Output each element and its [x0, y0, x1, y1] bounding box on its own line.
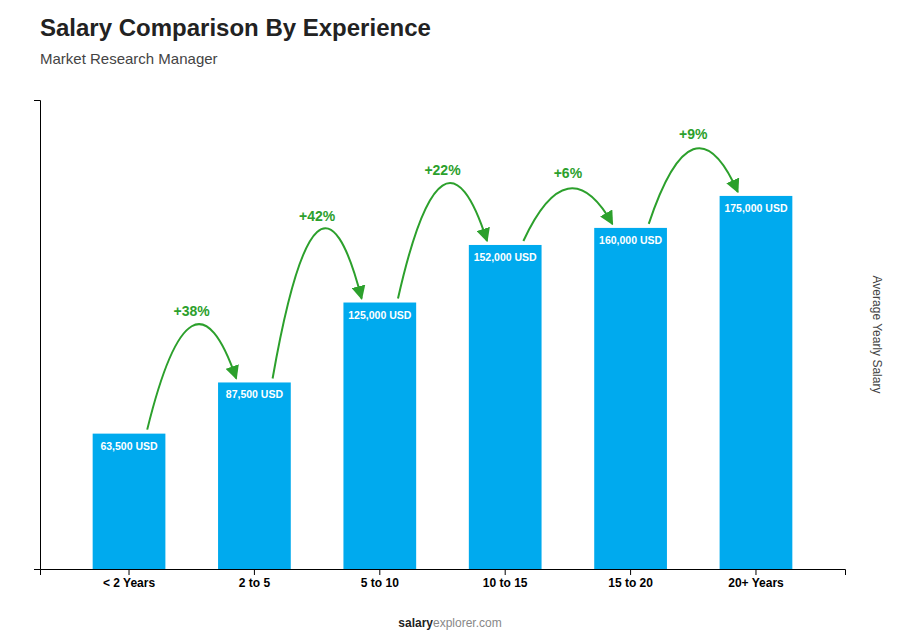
change-label: +9%: [679, 126, 708, 142]
x-tick: < 2 Years: [103, 569, 155, 590]
bars: [93, 196, 793, 569]
change-annotations: +38% +42% +22% +6% +9%: [147, 126, 738, 430]
x-tick-mark: [379, 569, 380, 575]
bar: [594, 228, 667, 569]
data-label: 63,500 USD: [100, 440, 158, 452]
data-label: 160,000 USD: [599, 234, 662, 246]
x-tick: 2 to 5: [239, 569, 271, 590]
x-tick-mark: [505, 569, 506, 575]
change-arrow: [273, 228, 362, 378]
y-axis-title: Average Yearly Salary: [870, 276, 884, 394]
x-axis-line: [41, 570, 846, 576]
x-tick: 15 to 20: [608, 569, 653, 590]
footer-part: salary: [398, 616, 433, 630]
change-label: +22%: [424, 162, 461, 178]
x-tick-label: < 2 Years: [103, 576, 155, 590]
bar: [720, 196, 793, 569]
x-axis: < 2 Years 2 to 5 5 to 10 10 to 15 15 to 20 20…: [41, 569, 846, 590]
change-arrow: [523, 188, 612, 241]
footer: salaryexplorer.com: [398, 616, 501, 630]
x-tick-mark: [129, 569, 130, 575]
change-label: +6%: [554, 165, 583, 181]
subtitle: Market Research Manager: [40, 50, 218, 67]
title: Salary Comparison By Experience: [40, 14, 431, 41]
x-tick: 5 to 10: [361, 569, 399, 590]
y-axis-line: [34, 101, 41, 570]
data-label: 125,000 USD: [348, 309, 411, 321]
x-tick-mark: [630, 569, 631, 575]
x-tick-label: 15 to 20: [608, 576, 653, 590]
x-tick: 20+ Years: [728, 569, 784, 590]
plot: < 2 Years 2 to 5 5 to 10 10 to 15 15 to 20 20…: [34, 101, 846, 590]
y-axis: [34, 101, 41, 570]
bar: [218, 382, 291, 569]
data-label: 175,000 USD: [724, 202, 787, 214]
x-tick-label: 10 to 15: [483, 576, 528, 590]
chart: Salary Comparison By Experience Market Re…: [0, 0, 900, 641]
change-label: +42%: [299, 208, 336, 224]
change-arrow: [398, 183, 487, 298]
bar: [469, 245, 542, 569]
x-tick: 10 to 15: [483, 569, 528, 590]
change-arrow: [147, 324, 236, 429]
x-tick-mark: [755, 569, 756, 575]
x-tick-mark: [254, 569, 255, 575]
bar: [343, 303, 416, 569]
change-label: +38%: [174, 303, 211, 319]
x-tick-label: 2 to 5: [239, 576, 271, 590]
bar: [93, 434, 166, 569]
footer-part: explorer.com: [433, 616, 502, 630]
data-label: 87,500 USD: [226, 388, 284, 400]
x-tick-label: 5 to 10: [361, 576, 399, 590]
x-tick-label: 20+ Years: [728, 576, 784, 590]
change-arrow: [649, 148, 738, 224]
data-labels: 63,500 USD 87,500 USD 125,000 USD 152,000 U…: [100, 202, 787, 452]
data-label: 152,000 USD: [474, 251, 537, 263]
